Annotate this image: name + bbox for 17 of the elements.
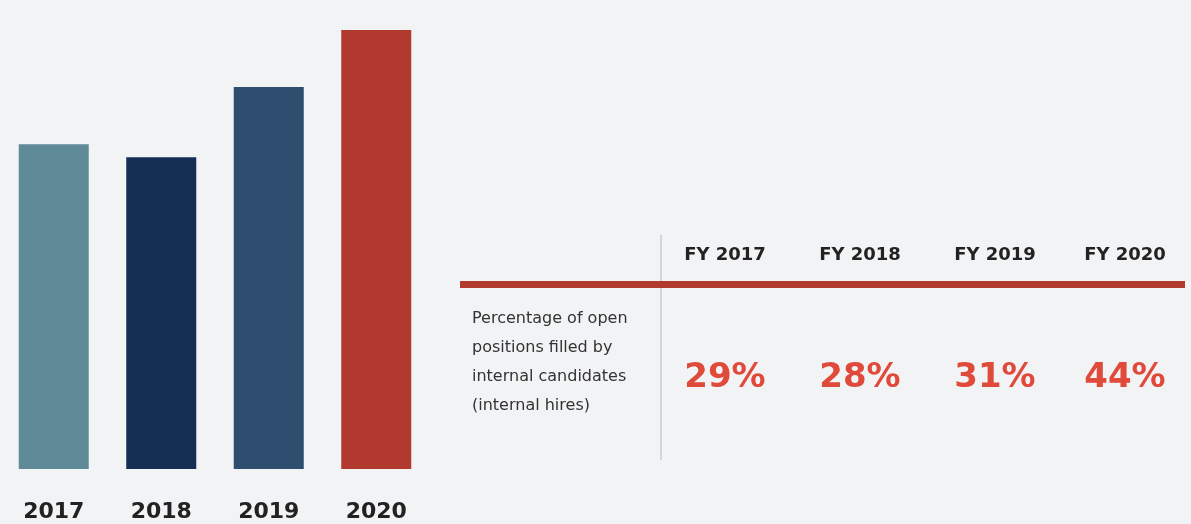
category-label: FY 2020 bbox=[1083, 243, 1167, 264]
category-label: FY 2017 bbox=[683, 243, 767, 264]
x-tick-label: 2019 bbox=[238, 497, 300, 523]
category-label: FY 2018 bbox=[818, 243, 902, 264]
x-tick-label: 2020 bbox=[345, 497, 407, 523]
category-label: FY 2019 bbox=[953, 243, 1037, 264]
data-label: 28% bbox=[818, 355, 902, 395]
x-tick-label: 2018 bbox=[130, 497, 192, 523]
bar bbox=[18, 144, 89, 469]
x-tick-label: 2017 bbox=[23, 497, 85, 523]
data-label: 31% bbox=[953, 355, 1037, 395]
bar bbox=[126, 157, 197, 469]
bar bbox=[341, 30, 412, 469]
bar bbox=[233, 87, 304, 469]
data-label: 44% bbox=[1083, 355, 1167, 395]
data-label: 29% bbox=[683, 355, 767, 395]
text: Percentage of open positions filled by internal candidates (internal hires) bbox=[472, 307, 629, 416]
